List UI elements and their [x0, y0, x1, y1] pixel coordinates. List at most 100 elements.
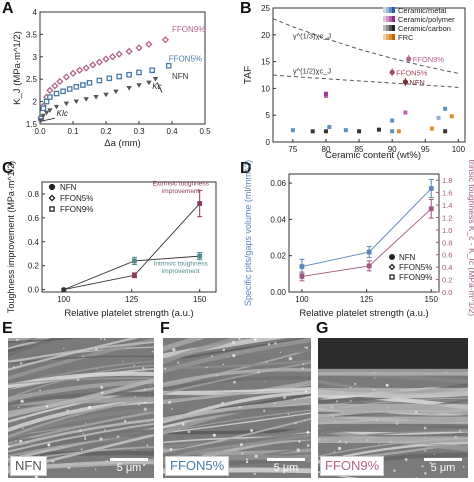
- sem-e-speck: [128, 422, 129, 423]
- sem-e-speck: [15, 440, 17, 442]
- panel-b-point: [436, 115, 441, 120]
- panel-a-xtick-label: 0.1: [67, 127, 79, 136]
- sem-g-speck: [335, 400, 339, 403]
- panel-a-point-nfn: [53, 104, 60, 110]
- panel-b-point: [390, 129, 395, 134]
- sem-e-speck: [100, 386, 104, 389]
- panel-c-legend-marker: [48, 194, 56, 202]
- sem-f-speck: [304, 346, 306, 349]
- sem-g-speck: [337, 446, 342, 450]
- sem-g-layer: [318, 416, 468, 424]
- sem-f-speck: [163, 445, 164, 446]
- panel-b-point: [396, 129, 401, 134]
- panel-a-point-ffon5: [149, 67, 156, 74]
- sem-f-speck: [187, 430, 191, 434]
- sem-e-lamella: [8, 338, 140, 371]
- sem-g-speck: [394, 448, 396, 450]
- panel-b-legend-swatch: [392, 7, 395, 13]
- sem-e-speck: [96, 368, 98, 370]
- panel-d-point: [299, 274, 305, 279]
- panel-a-arrow-kic: [42, 117, 55, 122]
- panel-c-ytick-label: 0.0: [28, 286, 40, 295]
- sem-e-speck: [104, 429, 106, 431]
- sem-e-speck: [122, 402, 125, 404]
- sem-g-speck: [349, 400, 352, 402]
- sem-f-speck: [231, 340, 236, 344]
- sem-e-speck: [85, 422, 87, 424]
- panel-a-ytick-label: 1.5: [26, 120, 38, 129]
- panel-d-ytick-label: 0.04: [270, 215, 286, 224]
- panel-a-point-nfn: [126, 86, 132, 91]
- sem-e-speck: [100, 338, 102, 340]
- sem-g-speck: [462, 465, 465, 468]
- sem-g-speck: [424, 472, 427, 475]
- panel-b-highlight-point: [389, 69, 395, 75]
- panel-a-point-ffon5: [116, 73, 123, 80]
- sem-f-speck: [305, 346, 309, 350]
- panel-c-legend-marker: [48, 183, 56, 191]
- sem-e-speck: [59, 446, 61, 447]
- sem-f-speck: [213, 373, 215, 375]
- sem-e-lamella: [8, 338, 82, 344]
- panel-a-point-ffon5: [80, 82, 86, 88]
- sem-f-speck: [301, 367, 305, 370]
- panel-b-point: [323, 91, 328, 96]
- panel-d-legend-label: FFON9%: [399, 273, 432, 282]
- sem-g-layer: [318, 436, 468, 443]
- sem-f-speck: [181, 422, 185, 426]
- sem-f-speck: [283, 463, 285, 466]
- panel-a-ytick-label: 3: [33, 53, 38, 62]
- sem-e-speck: [124, 420, 127, 423]
- panel-b-xtick-label: 100: [452, 145, 466, 154]
- panel-c-series-line: [63, 203, 201, 291]
- panel-b-point: [390, 118, 395, 123]
- sem-f-speck: [306, 430, 310, 434]
- panel-c-xtick-label: 150: [193, 295, 207, 304]
- panel-b-point: [323, 129, 328, 134]
- sem-f-lamella: [163, 361, 311, 395]
- panel-d-point: [428, 206, 434, 212]
- sem-e-lamella: [8, 391, 154, 407]
- sem-f-lamella: [163, 338, 207, 352]
- sem-f-speck: [279, 351, 282, 353]
- sem-e-speck: [95, 348, 98, 351]
- sem-g-speck: [421, 465, 424, 468]
- panel-b-ytick-label: 15: [261, 58, 270, 67]
- panel-c-ytick-label: 0.6: [28, 214, 40, 223]
- sem-f-speck: [250, 428, 254, 432]
- sem-e-speck: [151, 350, 154, 353]
- panel-c-annot-extrinsic-2: improvement: [162, 188, 200, 195]
- panel-b-curve-label-2: γ^(1/2)χc_J: [293, 66, 332, 75]
- sem-e-lamella: [8, 429, 154, 456]
- sem-e-speck: [133, 449, 135, 451]
- sem-f-speck: [247, 445, 249, 447]
- panel-d-point: [366, 249, 372, 255]
- sem-g-layer: [318, 368, 468, 376]
- sem-f-lamella: [163, 368, 311, 386]
- sem-f-speck: [298, 440, 301, 443]
- sem-g-speck: [333, 450, 336, 453]
- sem-f-speck: [222, 363, 224, 366]
- panel-b-point: [449, 114, 454, 119]
- panel-a-point-nfn: [40, 113, 46, 119]
- panel-b-point: [376, 127, 381, 132]
- panel-b-xtick-label: 80: [322, 145, 331, 154]
- sem-f-speck: [294, 398, 297, 401]
- sem-g-layer: [318, 388, 468, 396]
- sem-f-speck: [226, 356, 229, 358]
- sem-e-speck: [79, 429, 82, 432]
- panel-a-point-nfn: [103, 92, 109, 98]
- panel-d-point: [428, 186, 434, 191]
- sem-e-speck: [45, 405, 49, 408]
- panel-a-point-ffon5: [47, 94, 53, 100]
- panel-b-legend-swatch: [386, 25, 389, 31]
- sem-e-speck: [101, 391, 104, 394]
- panel-b-legend-swatch: [386, 34, 389, 40]
- sem-e-speck: [146, 444, 149, 447]
- panel-a-point-ffon9: [135, 44, 143, 52]
- panel-b-legend-swatch: [386, 16, 389, 22]
- panel-b-highlight-point: [406, 56, 412, 62]
- sem-e-lamella: [8, 371, 154, 389]
- sem-g-speck: [404, 458, 408, 461]
- sem-f-speck: [304, 420, 306, 422]
